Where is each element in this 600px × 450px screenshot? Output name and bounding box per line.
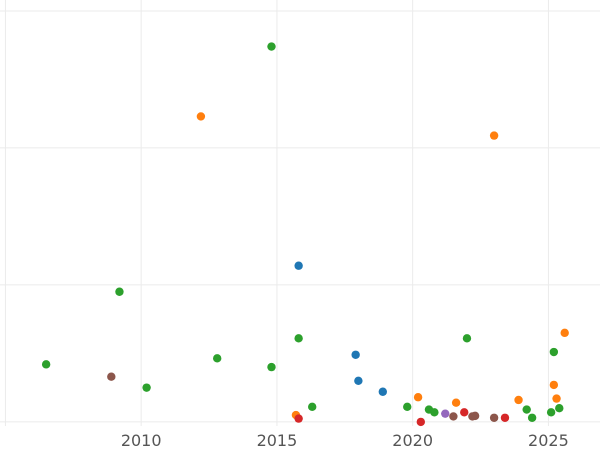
data-point <box>500 413 510 422</box>
data-point <box>107 372 116 381</box>
data-point <box>546 408 556 417</box>
data-point <box>489 131 499 140</box>
x-tick-labels: 2010 2015 2020 2025 <box>121 431 569 450</box>
data-point <box>549 347 559 357</box>
data-point <box>294 414 303 423</box>
x-tick-label: 2020 <box>392 431 433 450</box>
data-point <box>351 350 360 359</box>
data-point <box>413 393 423 402</box>
data-point <box>527 413 537 422</box>
data-point <box>462 334 472 343</box>
data-point <box>449 412 458 421</box>
data-point <box>308 402 317 412</box>
data-point <box>441 409 450 418</box>
data-point <box>41 360 51 369</box>
data-point <box>115 287 124 296</box>
data-point <box>212 354 222 363</box>
x-tick-label: 2025 <box>528 431 569 450</box>
data-point <box>489 413 499 422</box>
data-point <box>378 387 388 396</box>
data-point <box>560 328 569 338</box>
data-point <box>403 402 412 412</box>
x-tick-label: 2015 <box>257 431 298 450</box>
data-point <box>267 362 276 372</box>
data-point <box>552 394 561 403</box>
x-gridlines <box>4 0 549 426</box>
data-point <box>451 398 461 407</box>
data-point <box>430 408 439 417</box>
data-point <box>294 261 303 270</box>
data-point <box>354 376 363 385</box>
x-tick-label: 2010 <box>121 431 162 450</box>
data-point <box>416 417 426 427</box>
data-point <box>460 408 469 417</box>
data-point <box>196 112 206 121</box>
data-point <box>549 380 559 390</box>
data-point <box>470 411 480 421</box>
data-point <box>294 334 303 343</box>
data-point <box>142 383 151 392</box>
data-points <box>41 42 569 427</box>
data-point <box>522 405 531 414</box>
data-point <box>267 42 276 51</box>
data-point <box>555 403 564 413</box>
data-point <box>514 395 523 405</box>
